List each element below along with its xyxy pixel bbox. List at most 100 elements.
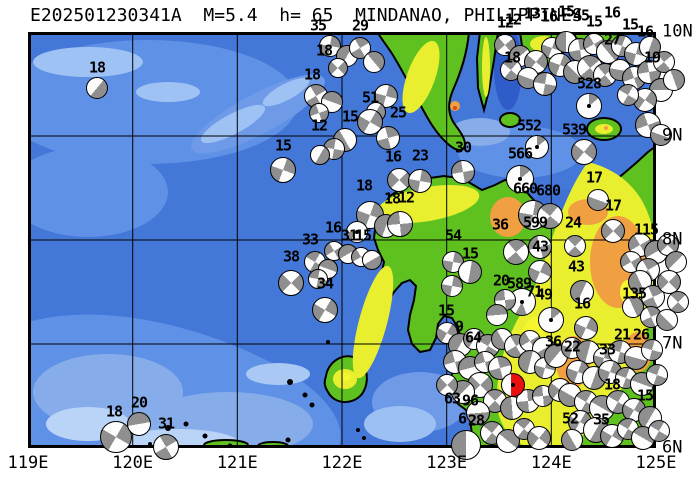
lon-axis-label: 122E xyxy=(321,453,363,473)
lon-axis-label: 124E xyxy=(530,453,572,473)
depth-label: 16 xyxy=(603,3,621,22)
beachball xyxy=(451,430,481,460)
beachball-depth-label: 33 xyxy=(301,230,319,249)
beachball xyxy=(376,126,400,150)
beachball xyxy=(387,211,413,237)
lon-axis-label: 119E xyxy=(7,453,49,473)
beachball-depth-label: 12 xyxy=(310,116,328,135)
depth-label: 589 xyxy=(506,274,532,293)
beachball xyxy=(374,84,398,108)
beachball xyxy=(564,235,586,257)
beachball-depth-label: 54 xyxy=(444,226,462,245)
depth-label: 71 xyxy=(525,282,543,301)
depth-label: 52 xyxy=(561,409,579,428)
beachball xyxy=(86,77,108,99)
depth-label: 16 xyxy=(324,218,342,237)
beachball xyxy=(310,145,330,165)
beachball xyxy=(525,135,549,159)
depth-label: 15 xyxy=(461,244,479,263)
depth-label: 15 xyxy=(354,226,372,245)
beachball xyxy=(528,235,552,259)
lat-axis-label: 10N xyxy=(662,21,693,42)
beachball-depth-label: 660 xyxy=(512,179,538,198)
lon-axis-label: 123E xyxy=(426,453,468,473)
beachball-depth-label: 18 xyxy=(503,48,521,67)
beachball xyxy=(617,84,639,106)
beachball xyxy=(601,219,625,243)
depth-label: 13 xyxy=(523,4,541,23)
depth-label: 36 xyxy=(544,332,562,351)
beachball xyxy=(667,291,689,313)
beachball-depth-label: 30 xyxy=(454,138,472,157)
lat-axis-label: 7N xyxy=(662,333,683,354)
beachball-depth-label: 12 xyxy=(496,13,514,32)
beachball-depth-label: 22 xyxy=(563,337,581,356)
beachball xyxy=(100,421,132,453)
lon-axis-label: 120E xyxy=(112,453,154,473)
beachball-depth-label: 17 xyxy=(585,168,603,187)
beachball xyxy=(458,260,482,284)
beachball xyxy=(538,307,564,333)
beachball-depth-label: 599 xyxy=(522,213,548,232)
beachball xyxy=(270,157,296,183)
beachball xyxy=(408,169,432,193)
beachball-depth-label: 15 xyxy=(341,107,359,126)
beachball-depth-label: 51 xyxy=(361,88,379,107)
beachball-depth-label: 18 xyxy=(88,58,106,77)
beachball xyxy=(648,420,670,442)
beachball xyxy=(363,51,385,73)
beachball-depth-label: 552 xyxy=(516,116,542,135)
beachball-depth-label: 16 xyxy=(384,147,402,166)
islets xyxy=(148,340,366,448)
ocean-shading xyxy=(28,32,633,448)
depth-label: 63 xyxy=(443,389,461,408)
beachball xyxy=(312,297,338,323)
beachball xyxy=(153,434,179,460)
depth-label: 15 xyxy=(621,15,639,34)
depth-label: 35 xyxy=(592,410,610,429)
beachball xyxy=(622,296,644,318)
beachball-depth-label: 31 xyxy=(157,414,175,433)
beachball xyxy=(653,51,675,73)
beachball-depth-label: 43 xyxy=(531,237,549,256)
beachball xyxy=(506,165,534,193)
depth-label: 19 xyxy=(643,48,661,67)
beachball xyxy=(663,69,685,91)
beachball-depth-label: 12 xyxy=(397,188,415,207)
beachball-depth-label: 34 xyxy=(316,274,334,293)
depth-label: 16 xyxy=(636,22,654,41)
beachball-depth-label: 35 xyxy=(309,16,327,35)
beachball xyxy=(441,275,463,297)
beachball-depth-label: 16 xyxy=(573,294,591,313)
beachball xyxy=(533,72,557,96)
beachball xyxy=(451,160,475,184)
beachball xyxy=(362,250,382,270)
beachball xyxy=(576,93,602,119)
beachball xyxy=(528,260,552,284)
beachball xyxy=(486,304,508,326)
depth-label: 45 xyxy=(572,6,590,25)
beachball xyxy=(466,401,490,425)
beachball-depth-label: 23 xyxy=(411,146,429,165)
beachball xyxy=(527,426,551,450)
depth-label: 28 xyxy=(467,411,485,430)
beachball xyxy=(561,429,583,451)
main-event-beachball xyxy=(501,373,525,397)
beachball xyxy=(646,364,668,386)
beachball-depth-label: 680 xyxy=(535,181,561,200)
beachball-depth-label: 25 xyxy=(389,103,407,122)
beachball-depth-label: 49 xyxy=(535,285,553,304)
beachball xyxy=(650,124,672,146)
beachball xyxy=(641,339,663,361)
beachball-depth-label: 36 xyxy=(491,215,509,234)
beachball xyxy=(328,58,348,78)
beachball xyxy=(309,103,329,123)
lat-axis-label: 9N xyxy=(662,125,683,146)
beachball-depth-label: 17 xyxy=(604,196,622,215)
beachball xyxy=(639,36,661,58)
depth-label: 31 xyxy=(340,226,358,245)
beachball xyxy=(574,316,598,340)
beachball-depth-label: 18 xyxy=(315,41,333,60)
